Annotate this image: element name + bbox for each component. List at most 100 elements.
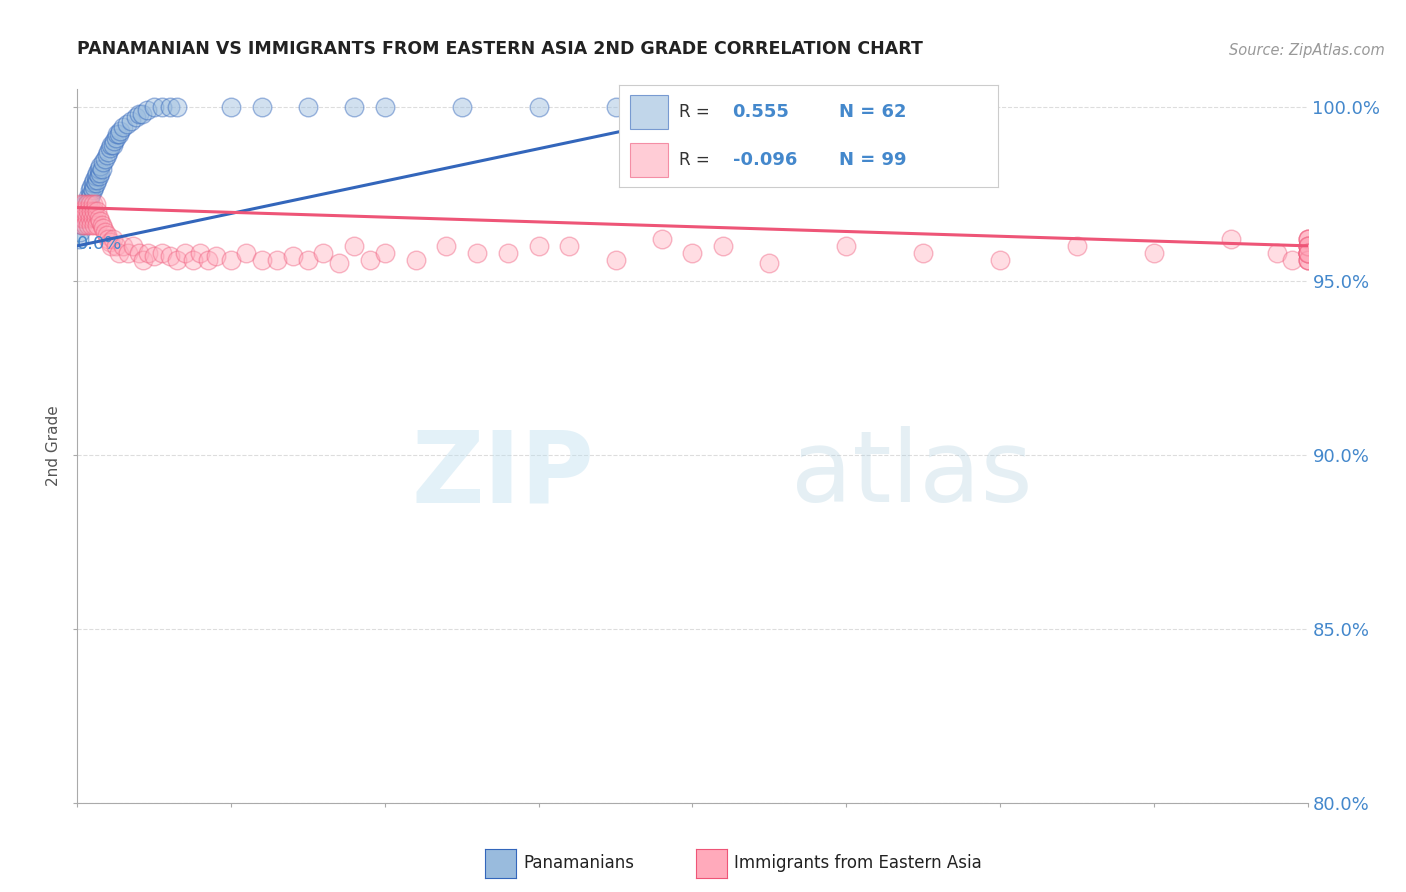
Point bbox=[1296, 239, 1319, 253]
Point bbox=[912, 245, 935, 260]
Point bbox=[682, 245, 704, 260]
Point bbox=[1296, 252, 1319, 267]
Point bbox=[89, 214, 111, 228]
Point bbox=[835, 239, 858, 253]
Point bbox=[1296, 239, 1319, 253]
Point bbox=[266, 252, 288, 267]
Point bbox=[86, 166, 108, 180]
Point bbox=[1219, 232, 1241, 246]
Point bbox=[70, 218, 93, 232]
Point bbox=[312, 245, 335, 260]
Point bbox=[87, 169, 110, 184]
Point bbox=[77, 218, 100, 232]
Point bbox=[84, 211, 107, 225]
Point bbox=[96, 148, 118, 162]
Point bbox=[197, 252, 219, 267]
Point bbox=[297, 252, 319, 267]
Point bbox=[436, 239, 458, 253]
Point bbox=[76, 204, 98, 219]
Point bbox=[87, 211, 110, 225]
Point bbox=[128, 106, 150, 120]
Point bbox=[79, 190, 101, 204]
Point bbox=[651, 232, 673, 246]
Point bbox=[80, 186, 103, 201]
Point bbox=[1296, 232, 1319, 246]
Point bbox=[131, 106, 153, 120]
Point bbox=[89, 166, 111, 180]
Point bbox=[150, 245, 173, 260]
Point bbox=[82, 183, 104, 197]
Text: R =: R = bbox=[679, 103, 716, 121]
Point bbox=[79, 211, 101, 225]
Point bbox=[121, 239, 143, 253]
Point bbox=[84, 176, 107, 190]
Point bbox=[77, 204, 100, 219]
Point bbox=[1296, 245, 1319, 260]
Point bbox=[132, 252, 155, 267]
Point bbox=[82, 211, 104, 225]
Point bbox=[219, 252, 242, 267]
Text: Panamanians: Panamanians bbox=[523, 855, 634, 872]
Y-axis label: 2nd Grade: 2nd Grade bbox=[46, 406, 62, 486]
Point bbox=[143, 249, 166, 263]
Point bbox=[166, 100, 188, 114]
Point bbox=[374, 100, 396, 114]
Point bbox=[405, 252, 427, 267]
Point bbox=[1296, 245, 1319, 260]
Point bbox=[136, 245, 159, 260]
Point bbox=[82, 176, 104, 190]
Point bbox=[527, 100, 550, 114]
Point bbox=[80, 179, 103, 194]
Text: N = 62: N = 62 bbox=[839, 103, 907, 121]
Point bbox=[84, 169, 107, 184]
Point bbox=[100, 239, 122, 253]
Point bbox=[496, 245, 519, 260]
Point bbox=[112, 239, 135, 253]
Point bbox=[1281, 252, 1303, 267]
Point bbox=[89, 159, 111, 173]
Point bbox=[72, 211, 94, 225]
Point bbox=[69, 197, 91, 211]
Point bbox=[159, 100, 181, 114]
Point bbox=[70, 218, 93, 232]
Point bbox=[86, 172, 108, 186]
Point bbox=[105, 128, 128, 142]
Point bbox=[73, 211, 96, 225]
Point bbox=[90, 162, 114, 177]
Point bbox=[96, 228, 118, 243]
Point bbox=[73, 204, 96, 219]
Point bbox=[1296, 239, 1319, 253]
Point bbox=[103, 135, 125, 149]
Point bbox=[159, 249, 181, 263]
Point bbox=[70, 204, 93, 219]
Point bbox=[98, 141, 121, 155]
Point bbox=[73, 197, 96, 211]
Point bbox=[219, 100, 242, 114]
Point bbox=[128, 245, 150, 260]
Point bbox=[328, 256, 350, 270]
Point bbox=[83, 179, 105, 194]
Text: PANAMANIAN VS IMMIGRANTS FROM EASTERN ASIA 2ND GRADE CORRELATION CHART: PANAMANIAN VS IMMIGRANTS FROM EASTERN AS… bbox=[77, 40, 924, 58]
Point bbox=[86, 204, 108, 219]
Point bbox=[188, 245, 212, 260]
Text: ZIP: ZIP bbox=[411, 426, 595, 523]
Bar bbox=[630, 95, 668, 128]
Text: 0.555: 0.555 bbox=[733, 103, 789, 121]
Point bbox=[711, 100, 734, 114]
Point bbox=[1066, 239, 1088, 253]
Point bbox=[80, 204, 103, 219]
Point bbox=[359, 252, 381, 267]
Point bbox=[343, 239, 366, 253]
Text: Immigrants from Eastern Asia: Immigrants from Eastern Asia bbox=[734, 855, 981, 872]
Point bbox=[605, 252, 627, 267]
Point bbox=[108, 128, 131, 142]
Point bbox=[90, 218, 114, 232]
Point bbox=[465, 245, 488, 260]
Point bbox=[558, 239, 581, 253]
Point bbox=[988, 252, 1011, 267]
Point bbox=[101, 232, 124, 246]
Point bbox=[343, 100, 366, 114]
Text: -0.096: -0.096 bbox=[733, 151, 797, 169]
Point bbox=[181, 252, 204, 267]
Point bbox=[204, 249, 226, 263]
